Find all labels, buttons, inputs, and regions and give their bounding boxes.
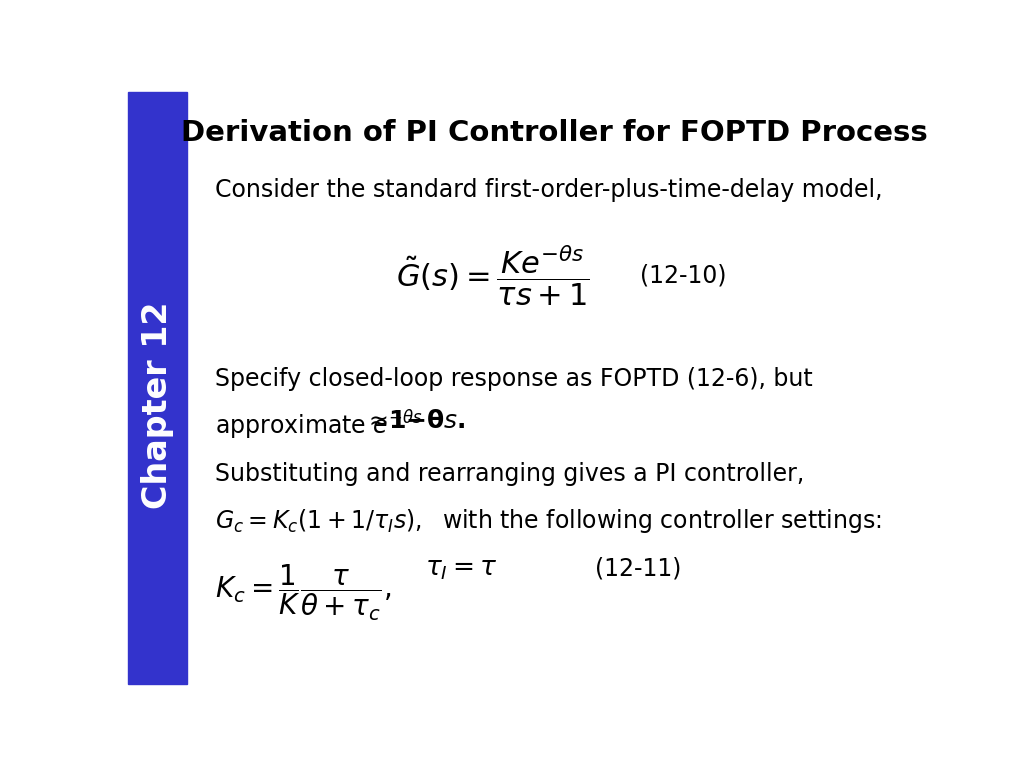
Text: Specify closed-loop response as FOPTD (12-6), but: Specify closed-loop response as FOPTD (1… xyxy=(214,367,812,391)
Text: Chapter 12: Chapter 12 xyxy=(141,302,174,509)
Text: (12-10): (12-10) xyxy=(640,263,726,287)
Text: Consider the standard first-order-plus-time-delay model,: Consider the standard first-order-plus-t… xyxy=(214,178,882,202)
Text: $K_c = \dfrac{1}{K}\dfrac{\tau}{\theta+\tau_c},$: $K_c = \dfrac{1}{K}\dfrac{\tau}{\theta+\… xyxy=(214,562,391,623)
Bar xyxy=(128,92,186,684)
Text: $\approx$: $\approx$ xyxy=(364,407,388,432)
Text: $\mathbf{1}$$\mathbf{- \theta \it{s}}$$\mathbf{.}$: $\mathbf{1}$$\mathbf{- \theta \it{s}}$$\… xyxy=(387,409,465,432)
Text: Derivation of PI Controller for FOPTD Process: Derivation of PI Controller for FOPTD Pr… xyxy=(181,119,928,147)
Text: $\tau_I = \tau$: $\tau_I = \tau$ xyxy=(425,556,498,582)
Text: (12-11): (12-11) xyxy=(595,556,682,581)
Text: $G_c = K_c\left(1+1/\tau_I s\right),$  with the following controller settings:: $G_c = K_c\left(1+1/\tau_I s\right),$ wi… xyxy=(214,508,882,535)
Text: Substituting and rearranging gives a PI controller,: Substituting and rearranging gives a PI … xyxy=(214,462,804,486)
Text: $\tilde{G}(s) = \dfrac{Ke^{-\theta s}}{\tau s +1}$: $\tilde{G}(s) = \dfrac{Ke^{-\theta s}}{\… xyxy=(396,243,590,308)
Text: approximate $e^{-\theta s}$: approximate $e^{-\theta s}$ xyxy=(214,409,422,442)
